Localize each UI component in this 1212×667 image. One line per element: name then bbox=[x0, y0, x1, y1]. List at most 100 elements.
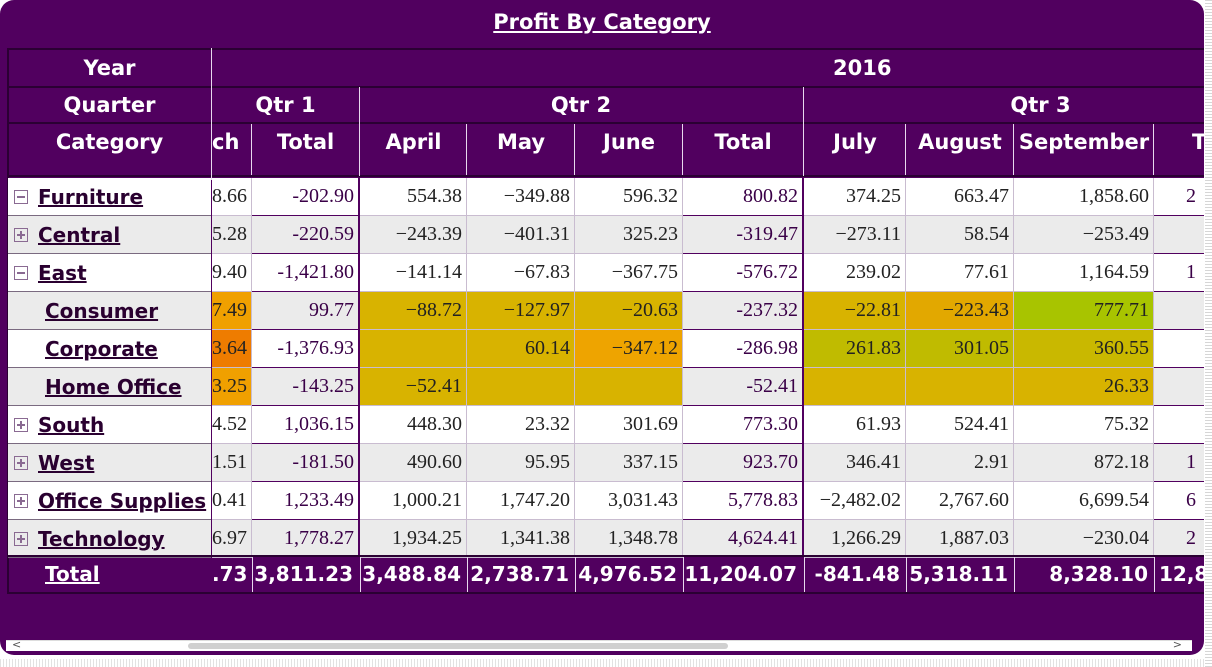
report-title[interactable]: Profit By Category bbox=[493, 10, 711, 34]
column-header[interactable]: To bbox=[1192, 130, 1204, 154]
expand-icon[interactable] bbox=[14, 531, 28, 546]
data-cell: 663.47 bbox=[906, 178, 1014, 216]
data-cell: 777.71 bbox=[1014, 292, 1154, 330]
data-cell: 325.23 bbox=[575, 216, 683, 254]
data-cell: -202.90 bbox=[252, 178, 359, 216]
data-cell: -237.32 bbox=[683, 292, 803, 330]
expand-icon[interactable] bbox=[14, 455, 28, 470]
column-header[interactable]: May bbox=[496, 130, 546, 154]
data-cell: −367.75 bbox=[575, 254, 683, 292]
data-cell: 6 bbox=[1154, 482, 1204, 520]
row-label[interactable]: West bbox=[38, 450, 95, 475]
expand-icon[interactable] bbox=[14, 493, 28, 508]
scroll-right-icon[interactable]: > bbox=[1172, 638, 1182, 651]
data-cell: −349.88 bbox=[467, 178, 575, 216]
row-header[interactable]: East bbox=[8, 254, 211, 292]
row-label[interactable]: Home Office bbox=[45, 374, 182, 399]
data-cell: 1,348.78 bbox=[575, 520, 683, 558]
totals-label[interactable]: Total bbox=[45, 562, 100, 586]
data-cell: 3.25 bbox=[212, 368, 252, 406]
data-cell: 337.15 bbox=[575, 444, 683, 482]
column-header[interactable]: Total bbox=[714, 130, 772, 154]
row-header[interactable]: South bbox=[8, 406, 211, 444]
column-header[interactable]: June bbox=[603, 130, 655, 154]
data-cell: −67.83 bbox=[467, 254, 575, 292]
qtr2-header[interactable]: Qtr 2 bbox=[550, 92, 612, 117]
row-header[interactable]: Furniture bbox=[8, 178, 211, 216]
column-header[interactable]: ch bbox=[212, 130, 240, 154]
collapse-icon[interactable] bbox=[14, 189, 28, 204]
data-cell: 1,233.49 bbox=[252, 482, 359, 520]
scrollbar-thumb[interactable] bbox=[188, 643, 728, 649]
row-label[interactable]: Technology bbox=[38, 526, 165, 551]
data-cell: 1,887.03 bbox=[906, 520, 1014, 558]
data-cell: 872.18 bbox=[1014, 444, 1154, 482]
header-line bbox=[8, 86, 1204, 88]
total-cell: 11,204.07 bbox=[683, 555, 803, 593]
year-label: Year bbox=[83, 56, 136, 80]
total-cell: 12,8 bbox=[1154, 555, 1204, 593]
column-header[interactable]: August bbox=[918, 130, 1002, 154]
row-label[interactable]: Consumer bbox=[45, 298, 159, 323]
column-header[interactable]: Total bbox=[276, 130, 335, 154]
data-cell bbox=[467, 368, 575, 406]
row-header[interactable]: Home Office bbox=[8, 368, 211, 406]
data-cell: −52.41 bbox=[360, 368, 467, 406]
data-cell: 524.41 bbox=[906, 406, 1014, 444]
column-header[interactable]: September bbox=[1018, 130, 1150, 154]
row-label[interactable]: Central bbox=[38, 222, 121, 247]
total-cell: 8,328.10 bbox=[1014, 555, 1154, 593]
header-line bbox=[8, 122, 1204, 124]
row-header[interactable]: Corporate bbox=[8, 330, 211, 368]
expand-icon[interactable] bbox=[14, 417, 28, 432]
collapse-icon[interactable] bbox=[14, 265, 28, 280]
data-cell bbox=[360, 330, 467, 368]
column-header[interactable]: July bbox=[833, 130, 877, 154]
qtr1-header[interactable]: Qtr 1 bbox=[255, 92, 316, 117]
total-cell: 4,976.52 bbox=[575, 555, 683, 593]
qtr3-header[interactable]: Qtr 3 bbox=[1010, 92, 1071, 117]
data-cell: 2,767.60 bbox=[906, 482, 1014, 520]
year-2016-header[interactable]: 2016 bbox=[833, 56, 892, 80]
row-label[interactable]: South bbox=[38, 412, 105, 437]
row-header[interactable]: Consumer bbox=[8, 292, 211, 330]
data-cell bbox=[575, 368, 683, 406]
data-cell: 346.41 bbox=[804, 444, 906, 482]
row-header[interactable]: West bbox=[8, 444, 211, 482]
total-cell: -841.48 bbox=[804, 555, 906, 593]
data-cell: 923.70 bbox=[683, 444, 803, 482]
column-header[interactable]: April bbox=[385, 130, 442, 154]
data-cell: −253.49 bbox=[1014, 216, 1154, 254]
data-cell: 26.33 bbox=[1014, 368, 1154, 406]
data-cell: −223.43 bbox=[906, 292, 1014, 330]
row-label[interactable]: East bbox=[38, 260, 87, 285]
data-cell bbox=[1154, 406, 1204, 444]
totals-line bbox=[8, 555, 1204, 557]
scroll-left-icon[interactable]: < bbox=[12, 638, 22, 651]
category-label: Category bbox=[55, 130, 164, 154]
row-label[interactable]: Furniture bbox=[38, 184, 144, 209]
data-cell: 301.69 bbox=[575, 406, 683, 444]
data-cell: 1,934.25 bbox=[360, 520, 467, 558]
qtr-divider bbox=[359, 87, 360, 176]
vertical-scroll-edge bbox=[1205, 0, 1212, 667]
row-label[interactable]: Corporate bbox=[45, 336, 158, 361]
data-cell: 596.32 bbox=[575, 178, 683, 216]
column-divider bbox=[905, 123, 906, 176]
total-cell: 3,811.23 bbox=[252, 555, 359, 593]
data-cell: 2 bbox=[1154, 520, 1204, 558]
data-cell: 9.40 bbox=[212, 254, 252, 292]
data-cell: 8.66 bbox=[212, 178, 252, 216]
row-header[interactable]: Office Supplies bbox=[8, 482, 211, 520]
row-label[interactable]: Office Supplies bbox=[38, 488, 207, 513]
data-cell: −20.63 bbox=[575, 292, 683, 330]
total-cell: 5,318.11 bbox=[906, 555, 1014, 593]
expand-icon[interactable] bbox=[14, 227, 28, 242]
data-cell bbox=[804, 368, 906, 406]
data-cell: −273.11 bbox=[804, 216, 906, 254]
row-header[interactable]: Central bbox=[8, 216, 211, 254]
horizontal-scrollbar[interactable]: < > bbox=[6, 638, 1192, 651]
row-header[interactable]: Technology bbox=[8, 520, 211, 558]
data-cell: -143.25 bbox=[252, 368, 359, 406]
data-cell: −22.81 bbox=[804, 292, 906, 330]
